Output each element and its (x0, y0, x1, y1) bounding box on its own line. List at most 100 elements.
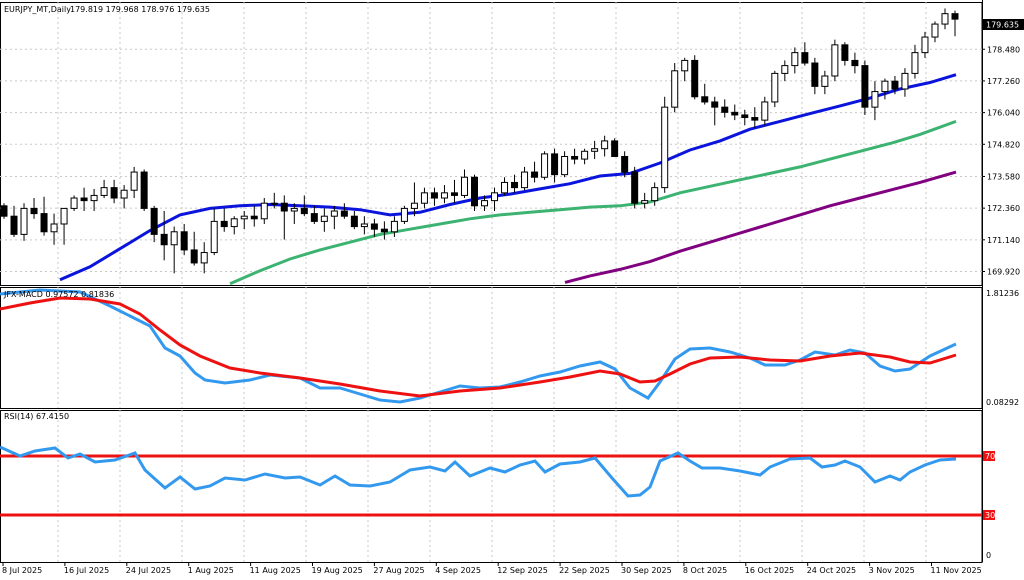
candle (310, 205, 318, 224)
grid-lines (0, 2, 982, 562)
rsi-lines (0, 445, 982, 517)
candle (651, 182, 659, 206)
candle-body-bear (340, 210, 348, 217)
candle (621, 151, 629, 178)
macd-signal-line (0, 296, 957, 398)
candle (450, 179, 458, 204)
time-tick-label: 16 Jul 2025 (64, 566, 109, 575)
time-tick-label: 19 Aug 2025 (312, 566, 363, 575)
candle-body-bear (621, 155, 629, 173)
candle (290, 203, 298, 224)
candle-body-bull (881, 80, 889, 93)
candle (541, 151, 549, 180)
candle (841, 42, 849, 66)
rsi-title: RSI(14) 67.4150 (4, 412, 69, 421)
candle-body-bull (831, 44, 839, 77)
candle-body-bull (460, 176, 468, 196)
candle (821, 70, 829, 95)
candle-body-bear (470, 176, 478, 207)
candle (681, 57, 689, 82)
price-tick-label: 171.140 (987, 236, 1020, 245)
price-tick-label: 177.260 (987, 77, 1020, 86)
candle-body-bull (390, 220, 398, 233)
candle (601, 135, 609, 157)
candle-body-bull (821, 75, 829, 87)
candle (80, 187, 88, 212)
candle-body-bull (931, 23, 939, 38)
candle-body-bear (551, 153, 559, 176)
candle-body-bull (260, 202, 268, 220)
price-tick-label: 174.820 (987, 140, 1020, 149)
candle (380, 221, 388, 240)
rsi-70-badge (983, 451, 995, 461)
price-axis: 178.480 177.260 176.040 174.820 173.580 172.3… (982, 45, 1020, 276)
candle-body-bull (901, 72, 909, 90)
candle (350, 211, 358, 230)
candle-body-bull (541, 153, 549, 178)
candle (210, 208, 218, 256)
candle (711, 96, 719, 126)
candle-body-bull (591, 148, 599, 152)
candle (631, 166, 639, 209)
candle (581, 148, 589, 165)
moving-averages (59, 73, 957, 286)
candle-body-bull (410, 202, 418, 209)
candle-body-bear (350, 215, 358, 228)
candle-body-bull (270, 202, 278, 205)
candle-body-bull (921, 36, 929, 54)
candle (240, 211, 248, 230)
macd-line (0, 288, 957, 404)
candle-body-bear (160, 233, 168, 246)
candle (50, 213, 58, 245)
candle-body-bull (671, 70, 679, 108)
rsi-70-label: 70 (985, 452, 995, 461)
candle-body-bear (841, 44, 849, 61)
time-tick-label: 11 Nov 2025 (931, 566, 982, 575)
price-tick-label: 173.580 (987, 172, 1020, 181)
candle-body-bear (250, 215, 258, 220)
price-tick-label: 172.360 (987, 204, 1020, 213)
panel-frame-2 (0, 287, 983, 409)
time-tick-label: 1 Aug 2025 (188, 566, 234, 575)
candle (120, 185, 128, 209)
candle (491, 187, 499, 212)
candle (941, 8, 949, 30)
candle (481, 195, 489, 212)
candle-body-bull (170, 231, 178, 246)
candle (90, 188, 98, 212)
candle (551, 148, 559, 183)
candle-body-bull (200, 252, 208, 264)
moving-average-1 (59, 73, 957, 282)
candle-body-bear (891, 80, 899, 90)
candle (791, 47, 799, 74)
candle (731, 104, 739, 121)
candle-body-bear (691, 59, 699, 98)
candle (851, 52, 859, 74)
candle (440, 185, 448, 204)
candle-body-bear (140, 171, 148, 209)
time-tick-label: 3 Nov 2025 (869, 566, 915, 575)
time-tick-label: 27 Aug 2025 (373, 566, 424, 575)
candle-body-bear (741, 114, 749, 119)
time-axis: 8 Jul 2025 16 Jul 2025 24 Jul 2025 1 Aug 20… (2, 562, 982, 575)
candle-body-bull (651, 187, 659, 202)
candle (270, 192, 278, 209)
candle (470, 174, 478, 212)
candle (40, 196, 48, 236)
candle-body-bear (220, 220, 228, 228)
candle (881, 78, 889, 100)
candle (571, 148, 579, 165)
price-tick-label: 169.920 (987, 267, 1020, 276)
candle-body-bull (871, 91, 879, 108)
candle-body-bull (360, 223, 368, 228)
candle-body-bear (711, 101, 719, 108)
candle (20, 203, 28, 241)
candle-body-bear (721, 106, 729, 113)
candle-body-bear (190, 249, 198, 264)
time-tick-label: 24 Oct 2025 (807, 566, 856, 575)
candle-body-bear (300, 207, 308, 215)
candle-body-bear (150, 207, 158, 235)
candle-body-bull (130, 171, 138, 191)
